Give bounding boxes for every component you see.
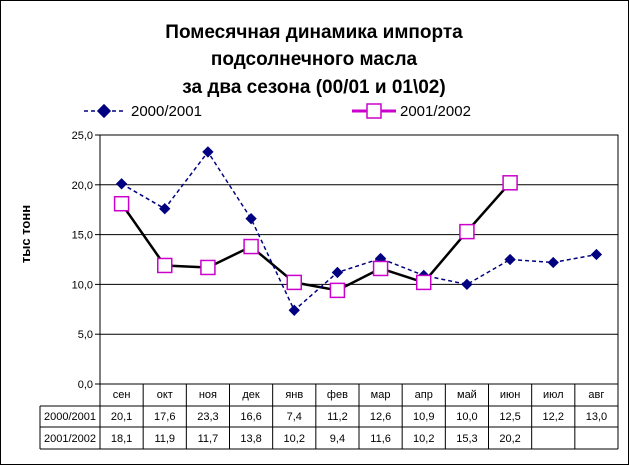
x-category-label: фев xyxy=(327,389,348,401)
table-cell: 9,4 xyxy=(330,433,345,445)
table-cell: 18,1 xyxy=(111,433,132,445)
point-2001-2002 xyxy=(372,260,389,277)
x-category-label: апр xyxy=(415,389,433,401)
legend-label-2001-2002: 2001/2002 xyxy=(400,103,471,120)
chart-title-line: Помесячная динамика импорта xyxy=(165,22,463,43)
x-category-label: сен xyxy=(113,389,131,401)
point-2001-2002 xyxy=(157,257,173,274)
x-category-label: июн xyxy=(500,389,520,401)
table-cell: 12,5 xyxy=(499,411,520,423)
x-category-label: янв xyxy=(285,389,303,401)
plot-area xyxy=(99,134,619,385)
y-tick-label: 20,0 xyxy=(72,180,93,192)
table-cell: 12,2 xyxy=(543,411,564,423)
table-cell: 13,0 xyxy=(586,411,607,423)
x-category-label: окт xyxy=(157,389,173,401)
point-2000-2001 xyxy=(245,213,257,225)
table-cell: 11,7 xyxy=(198,433,219,445)
table-cell: 10,2 xyxy=(413,433,434,445)
chart-title-line: подсолнечного масла xyxy=(211,49,418,70)
point-2000-2001 xyxy=(115,178,128,190)
legend-marker-2001-2002 xyxy=(366,103,382,119)
table-cell: 20,2 xyxy=(499,433,520,445)
legend-marker-2000-2001 xyxy=(96,103,112,119)
y-tick-label: 25,0 xyxy=(72,130,93,142)
point-2001-2002 xyxy=(200,259,216,276)
point-2001-2002 xyxy=(502,175,518,191)
y-tick-label: 5,0 xyxy=(78,329,93,341)
x-category-label: авг xyxy=(588,389,604,401)
table-cell: 16,6 xyxy=(240,411,261,423)
point-2000-2001 xyxy=(504,253,516,266)
point-2001-2002 xyxy=(286,274,302,291)
point-2001-2002 xyxy=(329,282,346,299)
x-category-label: июл xyxy=(543,389,564,401)
point-2000-2001 xyxy=(202,146,214,158)
table-cell: 11,9 xyxy=(154,433,175,445)
table-cell: 11,2 xyxy=(327,411,348,423)
point-2001-2002 xyxy=(459,223,475,240)
point-2001-2002 xyxy=(243,238,259,255)
y-axis-label: тыс тонн xyxy=(18,205,33,263)
table-cell: 13,8 xyxy=(240,433,261,445)
point-2000-2001 xyxy=(461,278,473,291)
table-row-header-2000-2001: 2000/2001 xyxy=(44,411,96,423)
y-tick-label: 15,0 xyxy=(72,230,93,242)
point-2001-2002 xyxy=(113,195,130,212)
point-2000-2001 xyxy=(159,203,171,215)
table-cell: 11,6 xyxy=(370,433,391,445)
x-category-label: дек xyxy=(242,389,260,401)
table-cell: 15,3 xyxy=(456,433,477,445)
y-tick-label: 0,0 xyxy=(78,379,93,391)
table-cell: 12,6 xyxy=(370,411,391,423)
table-cell: 17,6 xyxy=(154,411,175,423)
table-cell: 10,9 xyxy=(413,411,434,423)
point-2000-2001 xyxy=(547,256,559,269)
x-category-label: мар xyxy=(371,389,391,401)
table-row-header-2001-2002: 2001/2002 xyxy=(44,433,96,445)
x-category-label: май xyxy=(457,389,477,401)
point-2000-2001 xyxy=(288,304,300,316)
point-2000-2001 xyxy=(331,266,344,279)
y-tick-label: 10,0 xyxy=(72,279,93,291)
point-2001-2002 xyxy=(416,274,432,291)
table-cell: 7,4 xyxy=(287,411,302,423)
chart-title-line: за два сезона (00/01 и 01\02) xyxy=(182,77,445,98)
series-line-2001-2002 xyxy=(120,181,512,292)
series-line-2000-2001 xyxy=(121,150,597,312)
table-cell: 20,1 xyxy=(111,411,132,423)
legend-label-2000-2001: 2000/2001 xyxy=(131,103,202,120)
point-2000-2001 xyxy=(590,248,603,261)
x-category-label: ноя xyxy=(199,389,217,401)
table-cell: 10,2 xyxy=(284,433,305,445)
table-cell: 10,0 xyxy=(456,411,477,423)
table-cell: 23,3 xyxy=(197,411,218,423)
